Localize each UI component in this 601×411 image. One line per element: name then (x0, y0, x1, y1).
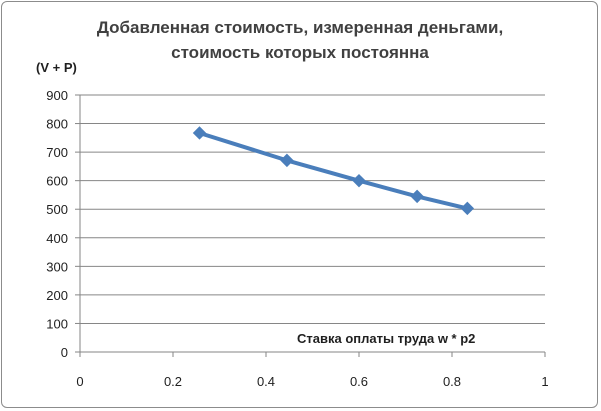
x-tick-label-0: 0 (76, 374, 83, 389)
x-tick-label-0.6: 0.6 (350, 374, 368, 389)
y-tick-label-100: 100 (46, 316, 68, 331)
x-tick-label-0.2: 0.2 (164, 374, 182, 389)
y-tick-label-500: 500 (46, 202, 68, 217)
y-tick-label-200: 200 (46, 288, 68, 303)
series-line-0 (197, 131, 470, 211)
axes (75, 94, 546, 357)
x-axis-tick-labels: 0 0.2 0.4 0.6 0.8 1 (76, 374, 548, 389)
y-tick-label-0: 0 (61, 345, 68, 360)
y-tick-label-900: 900 (46, 88, 68, 103)
y-tick-label-300: 300 (46, 259, 68, 274)
x-tick-label-0.8: 0.8 (443, 374, 461, 389)
chart-title-line-1: Добавленная стоимость, измеренная деньга… (97, 18, 503, 37)
y-tick-label-600: 600 (46, 174, 68, 189)
y-tick-label-800: 800 (46, 117, 68, 132)
y-axis-tick-labels: 0 100 200 300 400 500 600 700 800 900 (46, 88, 68, 360)
chart-title-line-2: стоимость которых постоянна (171, 43, 429, 62)
x-tick-label-1: 1 (541, 374, 548, 389)
data-point-marker (410, 189, 424, 204)
data-point-marker (280, 153, 294, 168)
data-point-marker (192, 126, 207, 140)
y-tick-label-400: 400 (46, 231, 68, 246)
data-point-marker (460, 201, 475, 216)
y-tick-label-700: 700 (46, 145, 68, 160)
x-axis-title: Ставка оплаты труда w * p2 (297, 331, 475, 346)
x-tick-label-0.4: 0.4 (257, 374, 275, 389)
data-point-marker (352, 173, 366, 188)
y-axis-title: (V + P) (36, 60, 77, 75)
gridlines (80, 94, 545, 324)
data-series (192, 126, 475, 216)
